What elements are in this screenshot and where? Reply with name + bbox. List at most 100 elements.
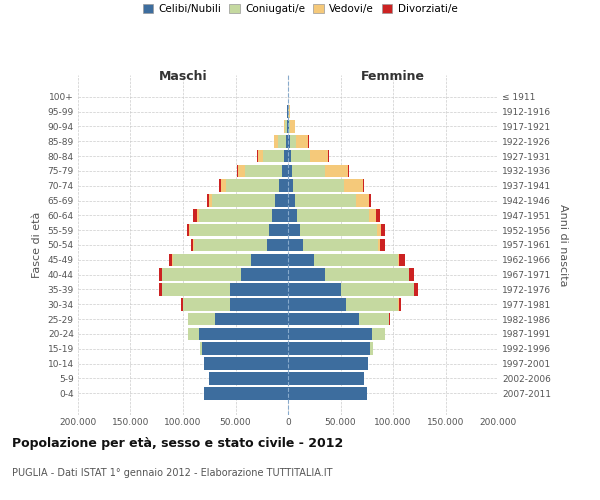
Bar — [199, 209, 272, 222]
Bar — [187, 224, 190, 236]
Bar — [221, 180, 226, 192]
Bar — [230, 298, 288, 310]
Bar — [277, 135, 286, 147]
Bar — [188, 313, 215, 326]
Bar — [288, 313, 359, 326]
Bar — [288, 150, 290, 162]
Bar — [263, 150, 284, 162]
Bar — [341, 283, 414, 296]
Bar — [288, 194, 295, 207]
Bar — [202, 342, 288, 355]
Bar — [382, 224, 385, 236]
Bar — [282, 164, 288, 177]
Bar — [193, 238, 267, 252]
Bar — [204, 358, 288, 370]
Bar — [289, 106, 290, 118]
Bar — [288, 180, 293, 192]
Bar — [206, 194, 209, 207]
Bar — [158, 268, 162, 281]
Bar — [288, 328, 372, 340]
Bar — [398, 298, 401, 310]
Bar — [398, 254, 400, 266]
Bar — [288, 164, 292, 177]
Bar — [245, 164, 282, 177]
Bar — [325, 164, 349, 177]
Bar — [359, 313, 389, 326]
Bar — [226, 180, 278, 192]
Bar — [310, 150, 328, 162]
Bar — [389, 313, 390, 326]
Bar — [370, 342, 373, 355]
Bar — [169, 254, 172, 266]
Bar — [325, 268, 409, 281]
Bar — [287, 120, 288, 132]
Bar — [159, 283, 162, 296]
Bar — [285, 120, 287, 132]
Text: Popolazione per età, sesso e stato civile - 2012: Popolazione per età, sesso e stato civil… — [12, 438, 343, 450]
Text: PUGLIA - Dati ISTAT 1° gennaio 2012 - Elaborazione TUTTITALIA.IT: PUGLIA - Dati ISTAT 1° gennaio 2012 - El… — [12, 468, 332, 477]
Bar — [286, 135, 288, 147]
Bar — [288, 298, 346, 310]
Bar — [204, 387, 288, 400]
Bar — [409, 268, 414, 281]
Bar — [295, 194, 356, 207]
Bar — [296, 135, 308, 147]
Bar — [356, 194, 369, 207]
Bar — [199, 328, 288, 340]
Bar — [162, 283, 230, 296]
Bar — [372, 328, 385, 340]
Bar — [289, 120, 290, 132]
Bar — [290, 150, 310, 162]
Bar — [190, 224, 269, 236]
Bar — [197, 209, 199, 222]
Bar — [215, 313, 288, 326]
Bar — [377, 224, 382, 236]
Bar — [288, 358, 368, 370]
Text: Femmine: Femmine — [361, 70, 425, 82]
Bar — [379, 238, 380, 252]
Bar — [230, 283, 288, 296]
Bar — [288, 268, 325, 281]
Bar — [303, 238, 379, 252]
Bar — [173, 254, 251, 266]
Bar — [344, 180, 362, 192]
Bar — [400, 254, 404, 266]
Bar — [314, 254, 398, 266]
Bar — [200, 342, 202, 355]
Bar — [278, 180, 288, 192]
Bar — [284, 150, 288, 162]
Bar — [288, 283, 341, 296]
Bar — [288, 224, 299, 236]
Bar — [290, 135, 296, 147]
Bar — [183, 298, 230, 310]
Bar — [299, 224, 377, 236]
Bar — [298, 209, 369, 222]
Bar — [292, 164, 325, 177]
Bar — [275, 194, 288, 207]
Bar — [251, 254, 288, 266]
Bar — [369, 194, 371, 207]
Y-axis label: Anni di nascita: Anni di nascita — [558, 204, 568, 286]
Bar — [380, 238, 385, 252]
Bar — [209, 194, 212, 207]
Bar — [274, 135, 277, 147]
Bar — [241, 268, 288, 281]
Bar — [415, 283, 418, 296]
Bar — [188, 328, 199, 340]
Bar — [293, 180, 344, 192]
Bar — [267, 238, 288, 252]
Bar — [189, 224, 190, 236]
Bar — [272, 209, 288, 222]
Bar — [288, 254, 314, 266]
Bar — [193, 209, 197, 222]
Bar — [209, 372, 288, 384]
Bar — [191, 238, 193, 252]
Bar — [288, 120, 289, 132]
Y-axis label: Fasce di età: Fasce di età — [32, 212, 42, 278]
Bar — [212, 194, 275, 207]
Bar — [288, 342, 370, 355]
Bar — [288, 238, 303, 252]
Bar — [288, 387, 367, 400]
Bar — [288, 135, 290, 147]
Bar — [181, 298, 183, 310]
